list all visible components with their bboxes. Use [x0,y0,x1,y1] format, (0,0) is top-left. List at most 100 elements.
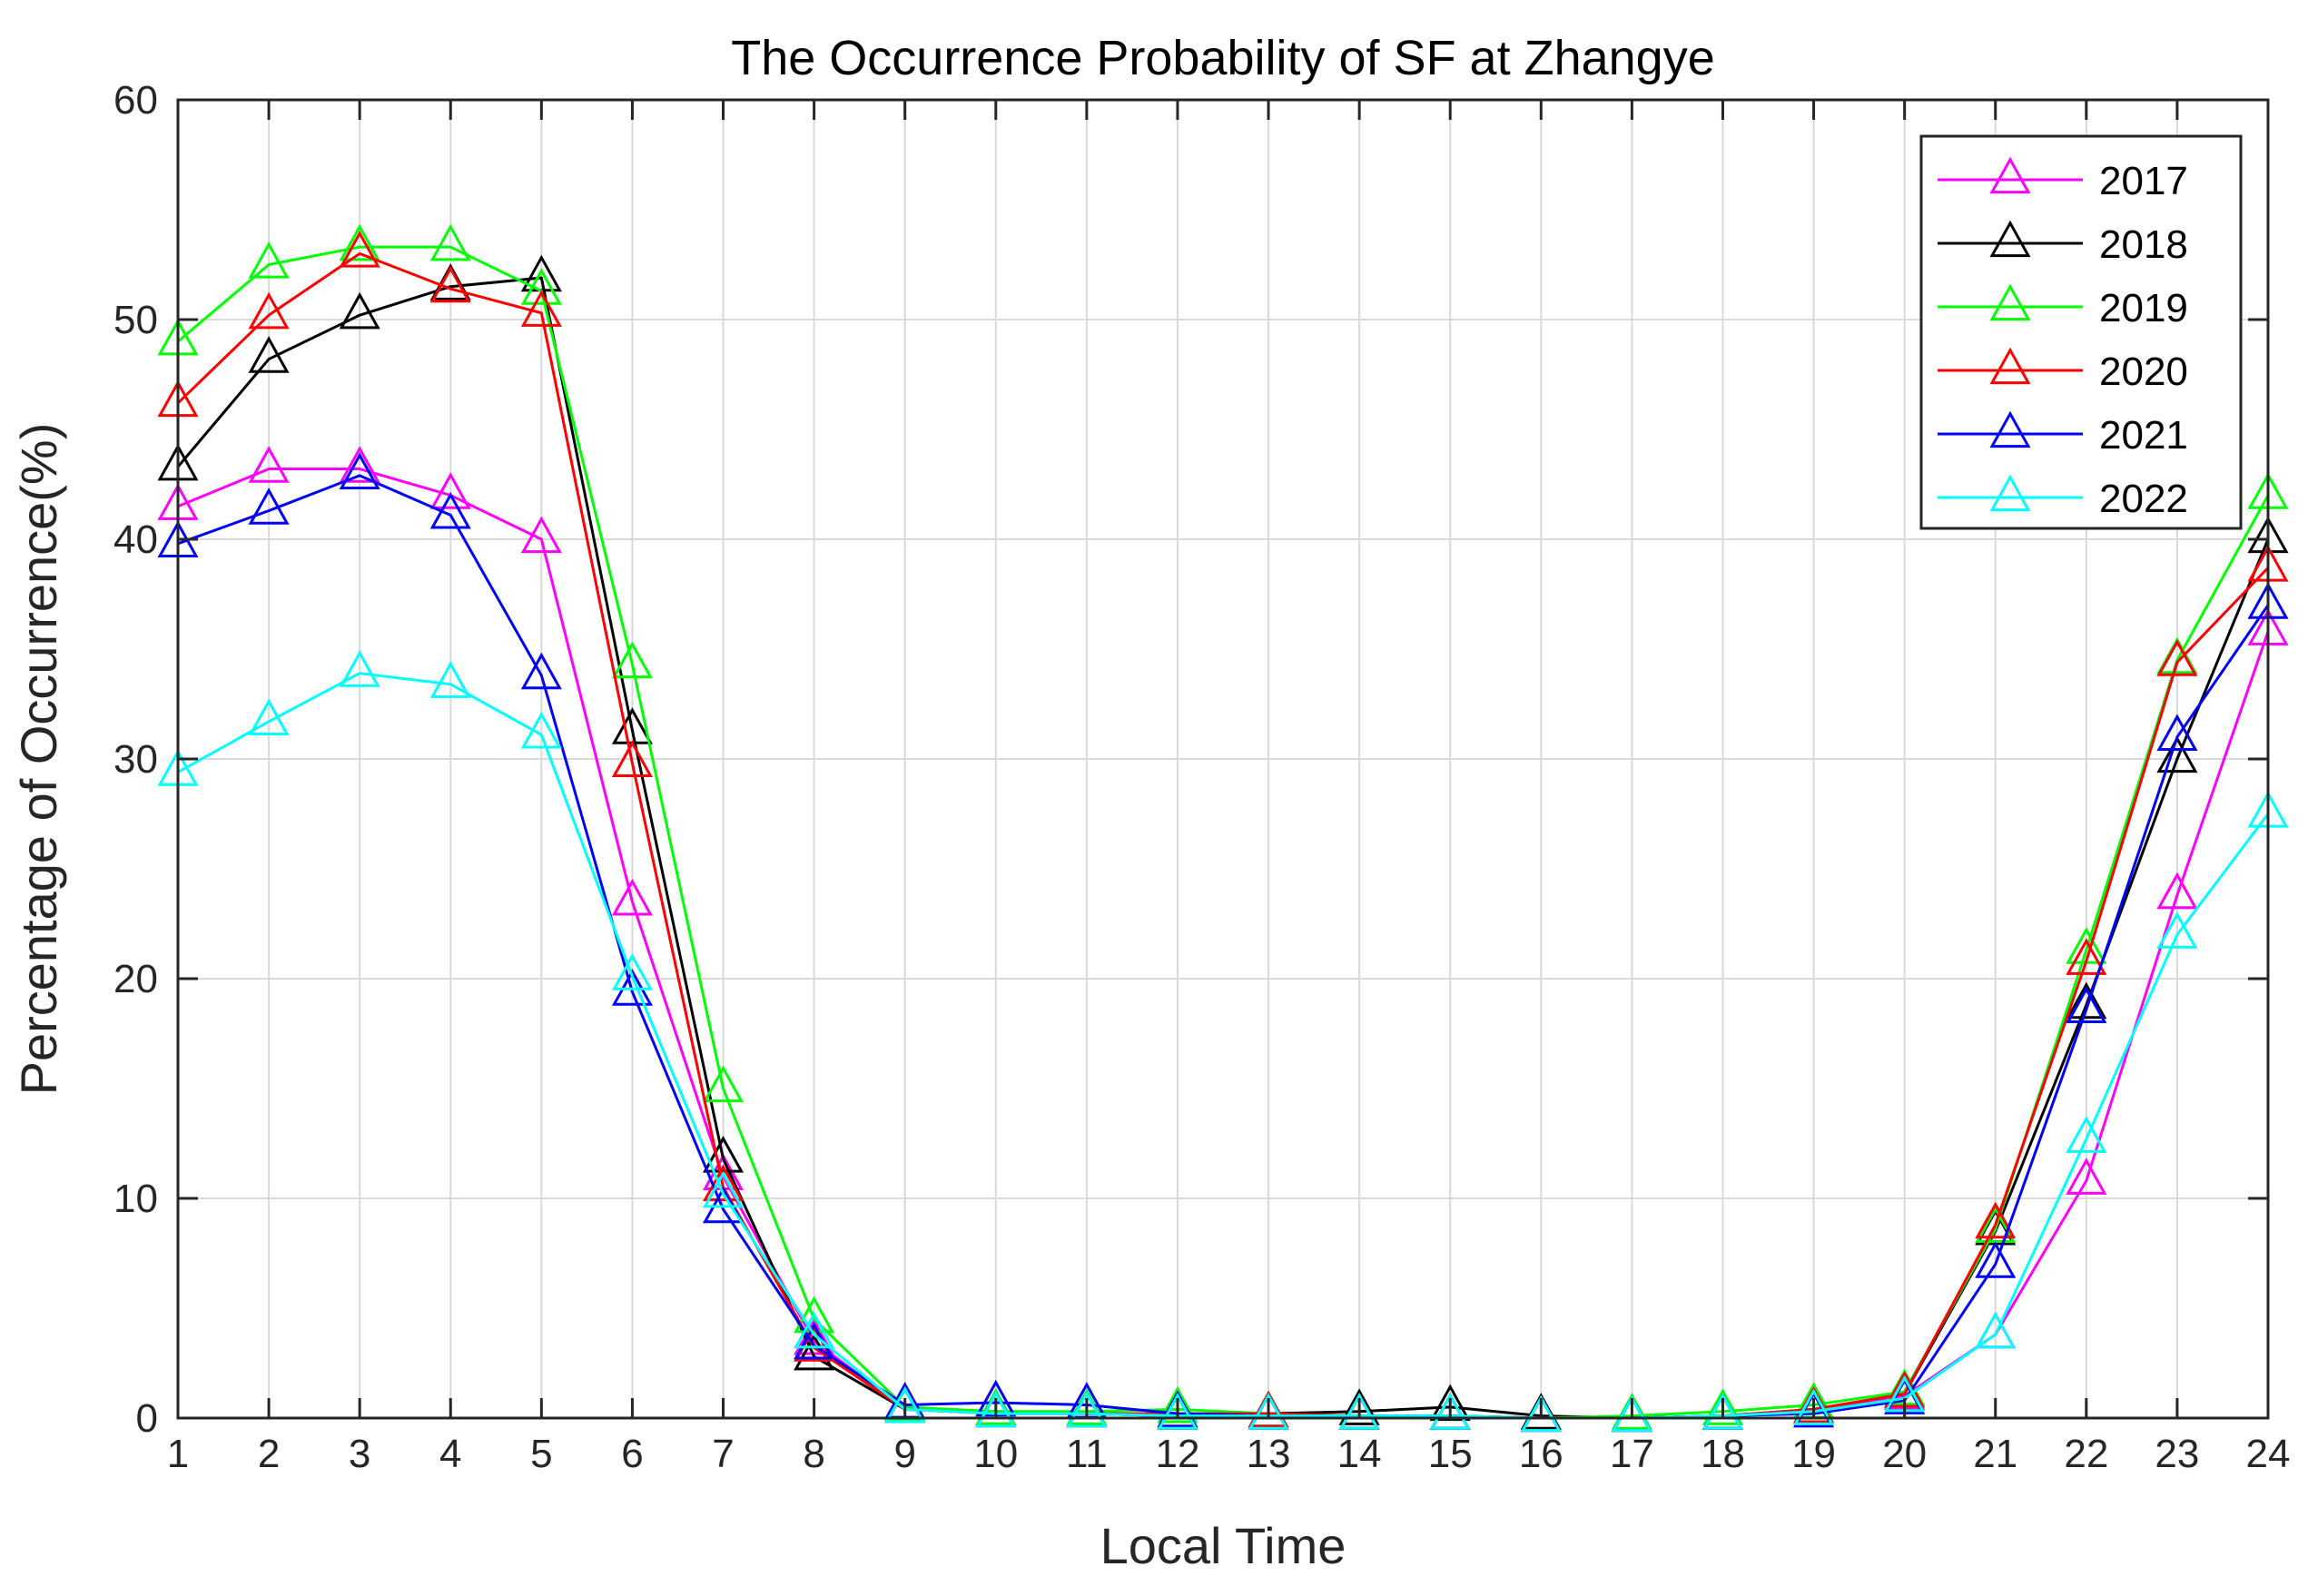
data-point-2020-3 [339,230,380,268]
legend-label: 2022 [2099,477,2188,521]
data-point-2020-7 [702,1164,745,1202]
x-tick-label: 10 [973,1432,1018,1476]
data-point-2017-2 [248,446,290,483]
legend-label: 2021 [2099,413,2188,458]
x-tick-label: 2 [258,1432,280,1476]
data-point-2022-11 [1066,1390,1108,1428]
legend-swatch-marker [1989,410,2031,448]
x-tick-label: 21 [1973,1432,2017,1476]
data-point-2022-19 [1793,1388,1835,1425]
data-point-2018-14 [1338,1388,1380,1425]
legend-label: 2017 [2099,159,2188,203]
legend-swatch-marker [1989,347,2031,385]
x-tick-label: 23 [2155,1432,2199,1476]
x-tick-label: 3 [349,1432,370,1476]
x-tick-label: 4 [439,1432,461,1476]
data-point-2017-23 [2156,872,2198,910]
data-point-2019-2 [248,241,290,279]
series-lines [157,223,2289,1433]
data-point-2022-15 [1429,1393,1471,1430]
data-point-2021-22 [2066,986,2107,1024]
data-point-2017-3 [339,446,380,483]
data-point-2022-21 [1975,1311,2017,1349]
legend-swatch-marker [1989,220,2031,258]
x-tick-label: 8 [803,1432,824,1476]
y-tick-label: 10 [113,1177,158,1221]
data-point-2022-3 [339,650,380,687]
chart-title: The Occurrence Probability of SF at Zhan… [731,31,1715,85]
y-tick-label: 20 [113,957,158,1001]
x-tick-label: 14 [1337,1432,1382,1476]
x-tick-label: 6 [621,1432,643,1476]
x-tick-label: 12 [1155,1432,1199,1476]
legend-swatch-marker [1989,156,2031,194]
legend-entry-2019: 2019 [1938,283,2188,330]
legend-label: 2020 [2099,350,2188,394]
legend-label: 2018 [2099,222,2188,267]
legend-label: 2019 [2099,286,2188,330]
x-axis-label: Local Time [1100,1517,1346,1574]
data-point-2021-3 [339,452,380,489]
data-point-2017-6 [611,878,653,916]
x-tick-label: 18 [1701,1432,1745,1476]
legend-box [1919,134,2243,530]
axis-ticks: 1 2 3 4 5 6 7 8 9 10 11 12 13 14 15 16 17 18 19 20 21 22 23 240… [113,78,2290,1476]
data-point-2018-3 [339,291,380,330]
x-tick-label: 15 [1428,1432,1473,1476]
x-tick-label: 20 [1882,1432,1927,1476]
y-tick-label: 30 [113,737,158,782]
data-point-2020-5 [520,290,562,327]
legend-entry-2018: 2018 [1938,220,2188,267]
x-tick-label: 24 [2246,1432,2291,1476]
data-point-2022-10 [975,1390,1017,1428]
data-point-2022-9 [884,1385,926,1424]
data-point-2019-7 [702,1065,745,1103]
y-axis-label: Percentage of Occurrence(%) [10,423,67,1096]
data-point-2022-2 [248,698,290,736]
data-point-2022-23 [2156,911,2198,949]
data-point-2019-5 [520,268,562,305]
data-point-2022-7 [702,1170,745,1208]
data-point-2018-22 [2066,981,2107,1020]
data-point-2022-8 [794,1311,835,1349]
data-point-2021-2 [248,488,290,525]
data-point-2018-2 [248,336,290,373]
data-point-2020-4 [429,265,471,303]
data-point-2021-5 [520,652,562,690]
series-line-2022 [177,672,2270,1420]
y-tick-label: 40 [113,517,158,562]
x-tick-label: 5 [530,1432,552,1476]
data-point-2019-8 [794,1296,835,1334]
data-point-2022-18 [1701,1393,1744,1430]
x-tick-label: 7 [712,1432,734,1476]
x-tick-label: 16 [1519,1432,1563,1476]
data-point-2020-6 [611,740,653,778]
data-point-2021-23 [2156,714,2198,751]
legend-swatch-marker [1989,283,2031,321]
data-point-2019-3 [339,223,380,261]
data-point-2021-21 [1975,1241,2017,1278]
data-point-2020-23 [2156,639,2198,676]
legend-entry-2017: 2017 [1938,156,2188,203]
x-tick-label: 11 [1066,1432,1108,1476]
data-point-2022-16 [1520,1394,1562,1433]
legend-swatch-marker [1989,474,2031,512]
data-point-2018-15 [1429,1384,1471,1422]
legend: 2017 2018 2019 2020 2021 2022 [1919,134,2243,530]
y-tick-label: 50 [113,298,158,342]
y-tick-label: 60 [113,78,158,123]
data-point-2020-22 [2066,938,2107,975]
data-point-2019-6 [611,641,653,679]
x-tick-label: 17 [1610,1432,1654,1476]
data-point-2017-4 [429,472,471,509]
data-point-2017-5 [520,516,562,554]
data-point-2022-13 [1248,1393,1289,1430]
data-point-2019-4 [429,223,471,261]
data-point-2021-4 [429,491,471,529]
legend-entry-2021: 2021 [1938,410,2188,458]
data-point-2020-2 [248,291,290,330]
data-point-2019-18 [1701,1388,1744,1425]
data-point-2022-17 [1611,1394,1652,1433]
